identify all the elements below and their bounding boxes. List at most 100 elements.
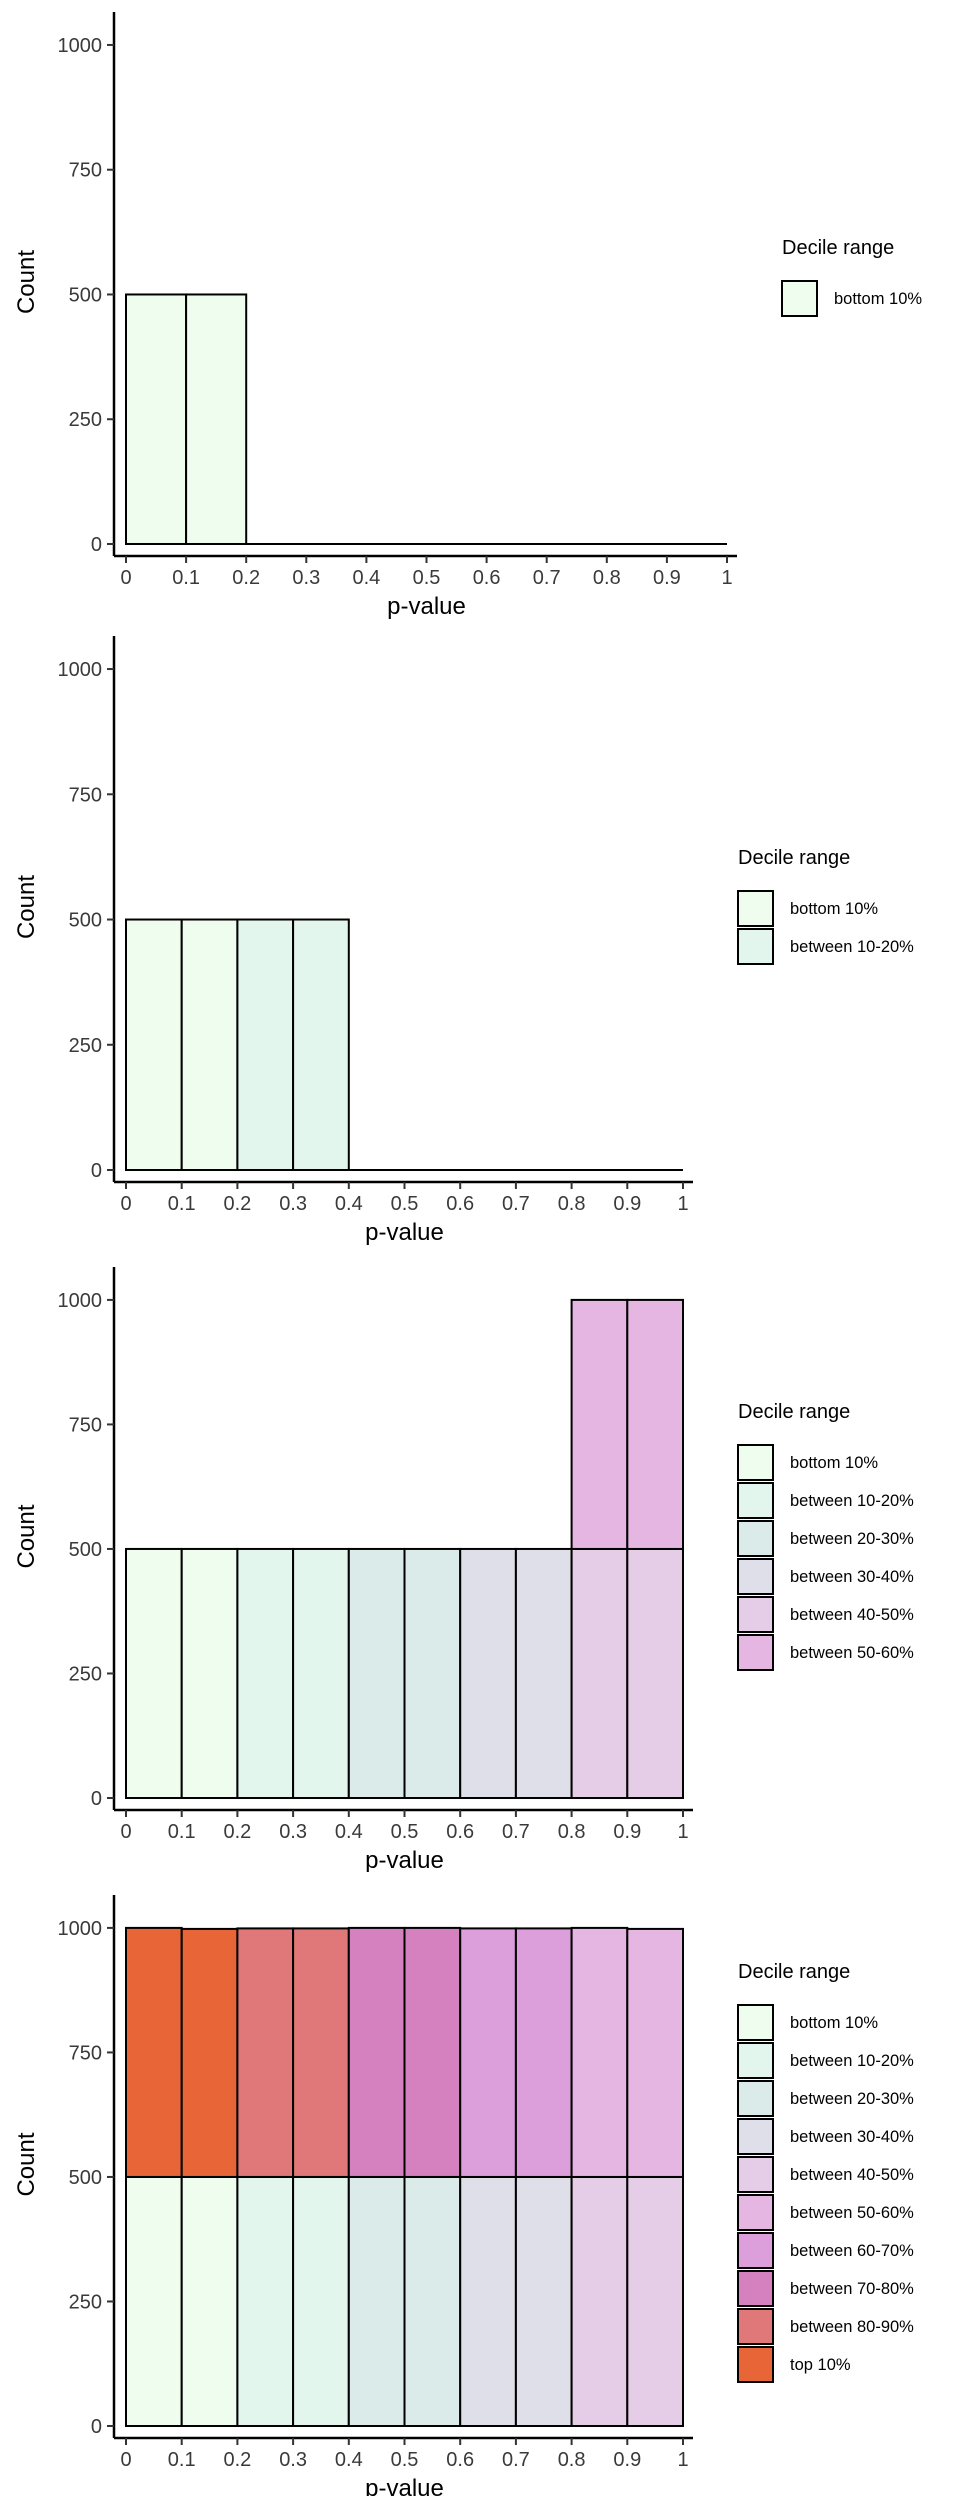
legend-label-3: between 20-30% — [790, 1530, 914, 1548]
legend-label-3: between 20-30% — [790, 2090, 914, 2108]
x-tick-label: 1 — [721, 567, 732, 589]
histogram-svg-1: 0 0.1 0.2 0.3 0.4 0.5 0.6 0.7 0.8 0.9 1 0 250 500 750 1… — [13, 12, 922, 620]
x-tick-label: 0.4 — [335, 1193, 363, 1215]
x-tick-label: 0.8 — [558, 1821, 586, 1843]
y-axis-title: Count — [13, 875, 40, 939]
x-tick-label: 0.9 — [613, 2449, 641, 2471]
bar-8-layer-2 — [514, 1927, 573, 2178]
y-tick-label: 250 — [69, 1035, 102, 1057]
legend-label-1: bottom 10% — [790, 1454, 878, 1472]
x-tick-label: 0.5 — [391, 1193, 419, 1215]
y-tick-label: 750 — [69, 160, 102, 182]
legend-swatch-1 — [737, 890, 774, 927]
y-tick-label: 750 — [69, 1414, 102, 1436]
legend-label-4: between 30-40% — [790, 1568, 914, 1586]
y-tick-label: 0 — [91, 1160, 102, 1182]
x-tick-label: 0.5 — [391, 2449, 419, 2471]
x-tick-label: 0.4 — [352, 567, 380, 589]
bar-9-layer-1 — [570, 2175, 629, 2428]
bar-7-layer-1 — [459, 1547, 517, 1800]
legend-swatch-6 — [737, 2194, 774, 2231]
legend-label-1: bottom 10% — [790, 900, 878, 918]
bar-9-layer-2 — [570, 1926, 629, 2178]
histogram-panel-3: 0 0.1 0.2 0.3 0.4 0.5 0.6 0.7 0.8 0.9 1 0 250 500 750 1… — [0, 1248, 960, 1872]
legend-swatch-2 — [737, 2042, 774, 2079]
legend-label-6: between 50-60% — [790, 1644, 914, 1662]
bar-3-layer-1 — [236, 2175, 295, 2428]
legend-swatch-2 — [737, 1482, 774, 1519]
legend-title: Decile range — [738, 1401, 850, 1423]
y-tick-label: 1000 — [58, 35, 103, 57]
legend-label-5: between 40-50% — [790, 2166, 914, 2184]
bar-4-layer-1 — [292, 918, 350, 1171]
y-tick-label: 250 — [69, 2291, 102, 2313]
legend-swatch-1 — [781, 280, 818, 317]
legend-label-2: between 10-20% — [790, 938, 914, 956]
x-tick-label: 0.2 — [223, 1193, 251, 1215]
y-tick-label: 750 — [69, 2042, 102, 2064]
x-tick-label: 0.1 — [172, 567, 200, 589]
legend-label-2: between 10-20% — [790, 2052, 914, 2070]
bar-3-layer-1 — [236, 918, 295, 1171]
bar-1-layer-1 — [125, 918, 183, 1171]
legend-label-7: between 60-70% — [790, 2242, 914, 2260]
y-tick-label: 1000 — [58, 1918, 103, 1940]
bar-8-layer-1 — [514, 2175, 573, 2428]
x-tick-label: 0.9 — [613, 1821, 641, 1843]
x-tick-label: 0.6 — [446, 1821, 474, 1843]
y-tick-label: 500 — [69, 2167, 102, 2189]
bar-2-layer-1 — [180, 1547, 239, 1800]
x-tick-label: 1 — [677, 1821, 688, 1843]
x-tick-label: 0.6 — [473, 567, 501, 589]
histogram-panel-1: 0 0.1 0.2 0.3 0.4 0.5 0.6 0.7 0.8 0.9 1 0 250 500 750 1… — [0, 0, 960, 624]
x-tick-label: 0.3 — [279, 2449, 307, 2471]
x-axis-title: p-value — [365, 2475, 444, 2496]
legend-swatch-5 — [737, 1596, 774, 1633]
legend-swatch-10 — [737, 2346, 774, 2383]
y-tick-label: 250 — [69, 1663, 102, 1685]
x-tick-label: 0.2 — [232, 567, 260, 589]
x-tick-label: 0.6 — [446, 2449, 474, 2471]
x-tick-label: 0.2 — [223, 2449, 251, 2471]
bar-10-layer-1 — [626, 2175, 684, 2428]
x-tick-label: 0.8 — [558, 1193, 586, 1215]
x-tick-label: 0.3 — [279, 1193, 307, 1215]
bar-10-layer-1 — [626, 1547, 684, 1800]
bar-3-layer-1 — [236, 1547, 295, 1800]
bar-1-layer-1 — [125, 1547, 183, 1800]
y-tick-label: 750 — [69, 784, 102, 806]
histogram-panel-4: 0 0.1 0.2 0.3 0.4 0.5 0.6 0.7 0.8 0.9 1 0 250 500 750 1… — [0, 1872, 960, 2496]
y-tick-label: 1000 — [58, 659, 103, 681]
legend-swatch-6 — [737, 1634, 774, 1671]
legend-swatch-5 — [737, 2156, 774, 2193]
y-tick-label: 0 — [91, 1788, 102, 1810]
x-tick-label: 0.5 — [391, 1821, 419, 1843]
bar-4-layer-1 — [292, 2175, 350, 2428]
bar-5-layer-1 — [347, 1547, 406, 1800]
x-tick-label: 0.4 — [335, 1821, 363, 1843]
bar-7-layer-2 — [459, 1927, 517, 2178]
x-tick-label: 0.8 — [593, 567, 621, 589]
x-tick-label: 1 — [677, 2449, 688, 2471]
bar-9-layer-1 — [570, 1547, 629, 1800]
legend-label-1: bottom 10% — [790, 2014, 878, 2032]
legend-swatch-3 — [737, 2080, 774, 2117]
x-tick-label: 0.1 — [168, 1821, 196, 1843]
x-tick-label: 0.5 — [413, 567, 441, 589]
x-tick-label: 0.9 — [653, 567, 681, 589]
bar-9-layer-2 — [570, 1298, 629, 1550]
legend-swatch-1 — [737, 1444, 774, 1481]
x-tick-label: 0.7 — [502, 1821, 530, 1843]
bar-6-layer-1 — [403, 2175, 462, 2428]
x-tick-label: 0 — [120, 567, 131, 589]
x-tick-label: 0.9 — [613, 1193, 641, 1215]
bar-1-layer-1 — [125, 2175, 183, 2428]
x-tick-label: 0.1 — [168, 2449, 196, 2471]
legend-title: Decile range — [738, 847, 850, 869]
bar-1-layer-1 — [125, 293, 188, 545]
bar-6-layer-1 — [403, 1547, 462, 1800]
legend-label-10: top 10% — [790, 2356, 851, 2374]
x-tick-label: 0.2 — [223, 1821, 251, 1843]
y-axis-title: Count — [13, 1504, 40, 1568]
legend-label-2: between 10-20% — [790, 1492, 914, 1510]
